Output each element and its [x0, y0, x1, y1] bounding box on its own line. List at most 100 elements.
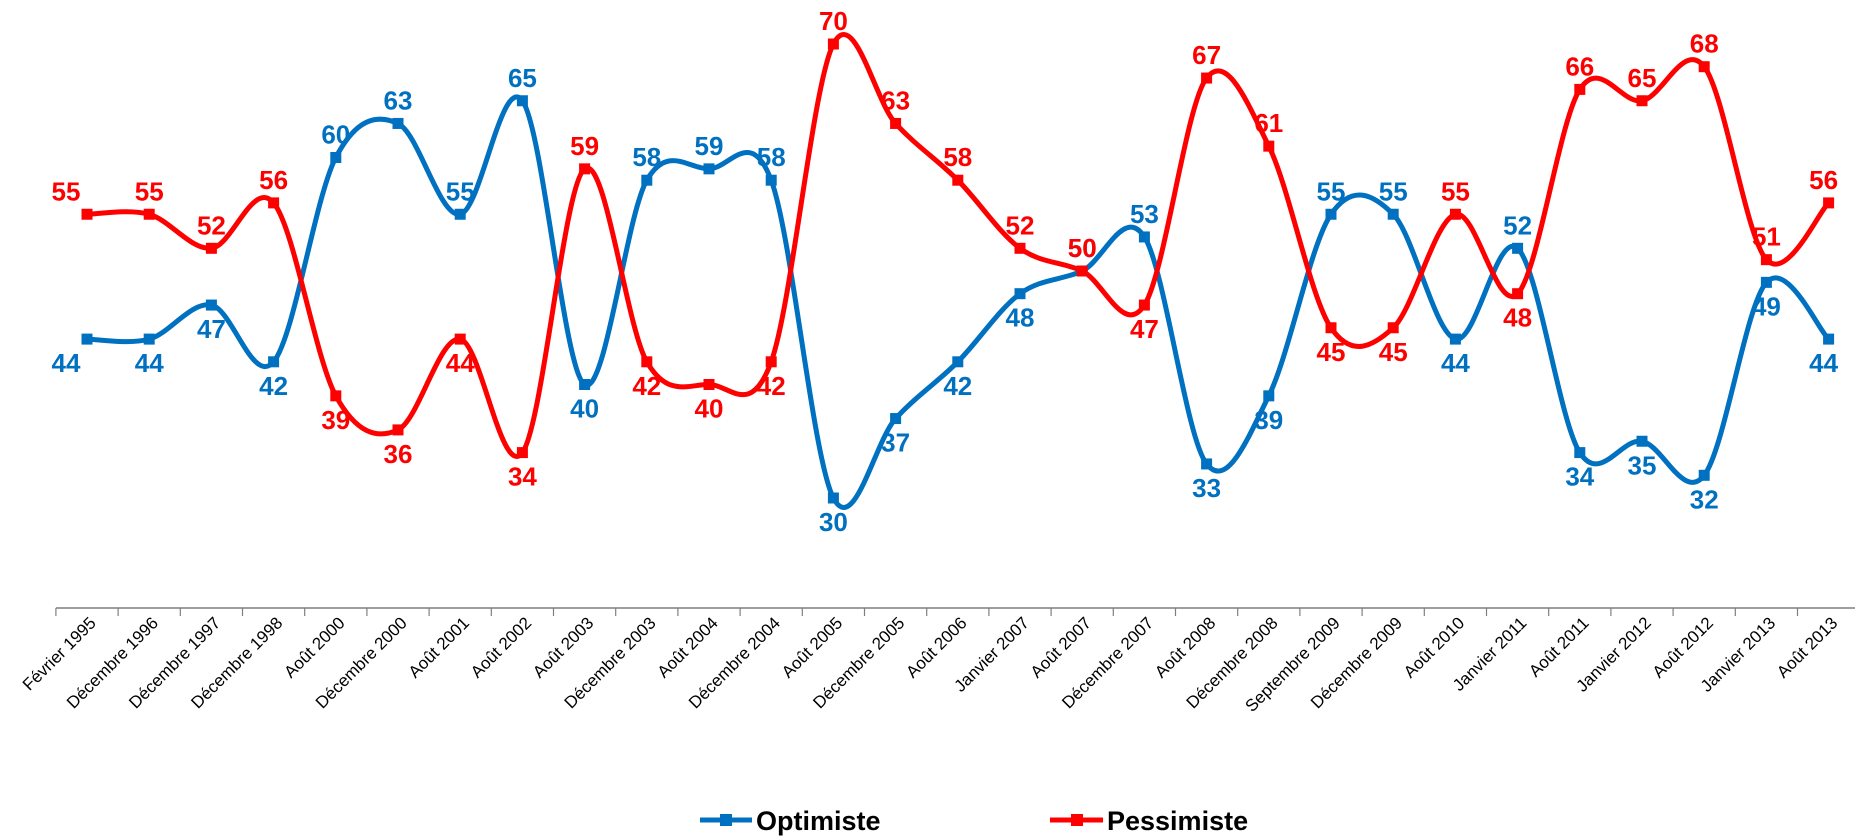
data-point-pessimiste — [1512, 288, 1524, 300]
data-point-pessimiste — [268, 197, 280, 209]
data-point-optimiste — [641, 174, 653, 186]
data-label-optimiste: 55 — [446, 176, 475, 206]
legend-item-pessimiste: Pessimiste — [1050, 806, 1248, 836]
data-point-pessimiste — [1014, 242, 1026, 254]
data-label-pessimiste: 55 — [52, 176, 81, 206]
data-label-optimiste: 47 — [197, 314, 226, 344]
data-label-pessimiste: 66 — [1565, 51, 1594, 81]
data-point-pessimiste — [1325, 322, 1337, 334]
data-point-pessimiste — [1138, 299, 1150, 311]
legend: Optimiste Pessimiste — [700, 806, 1248, 836]
data-label-pessimiste: 68 — [1690, 29, 1719, 59]
data-point-optimiste — [827, 492, 839, 504]
legend-marker-optimiste — [720, 814, 732, 826]
data-label-optimiste: 58 — [632, 142, 661, 172]
data-label-pessimiste: 44 — [446, 348, 475, 378]
data-point-pessimiste — [579, 163, 591, 175]
data-label-pessimiste: 65 — [1628, 63, 1657, 93]
data-point-pessimiste — [1076, 265, 1088, 277]
x-tick-label-aout-2001: Août 2001 — [405, 613, 473, 681]
data-label-optimiste: 42 — [259, 371, 288, 401]
data-label-pessimiste: 70 — [819, 6, 848, 36]
data-point-pessimiste — [1387, 322, 1399, 334]
data-label-pessimiste: 42 — [757, 371, 786, 401]
data-label-optimiste: 37 — [881, 428, 910, 458]
series-line-optimiste — [86, 94, 1831, 510]
legend-label-optimiste: Optimiste — [756, 806, 881, 836]
data-point-pessimiste — [330, 390, 342, 402]
data-label-optimiste: 35 — [1628, 450, 1657, 480]
data-point-optimiste — [703, 163, 715, 175]
data-point-optimiste — [890, 413, 902, 425]
data-point-pessimiste — [641, 356, 653, 368]
data-label-pessimiste: 55 — [135, 176, 164, 206]
data-label-pessimiste: 40 — [695, 394, 724, 424]
data-point-optimiste — [1263, 390, 1275, 402]
data-point-optimiste — [1698, 469, 1710, 481]
data-label-pessimiste: 63 — [881, 85, 910, 115]
data-point-pessimiste — [81, 208, 93, 220]
data-label-pessimiste: 45 — [1379, 337, 1408, 367]
data-label-pessimiste: 59 — [570, 131, 599, 161]
data-point-pessimiste — [1201, 72, 1213, 84]
data-label-pessimiste: 48 — [1503, 303, 1532, 333]
data-point-pessimiste — [1823, 197, 1835, 209]
data-point-pessimiste — [952, 174, 964, 186]
data-point-optimiste — [1574, 447, 1586, 459]
data-point-pessimiste — [143, 208, 155, 220]
data-label-pessimiste: 45 — [1317, 337, 1346, 367]
data-label-pessimiste: 50 — [1068, 233, 1097, 263]
data-label-pessimiste: 61 — [1254, 108, 1283, 138]
data-label-optimiste: 39 — [1254, 405, 1283, 435]
data-point-optimiste — [392, 117, 404, 129]
x-tick-label-aout-2013: Août 2013 — [1773, 613, 1841, 681]
data-label-optimiste: 48 — [1006, 303, 1035, 333]
data-point-optimiste — [1823, 333, 1835, 345]
data-label-pessimiste: 34 — [508, 462, 537, 492]
data-point-optimiste — [1138, 231, 1150, 243]
data-points — [81, 38, 1835, 504]
data-label-optimiste: 40 — [570, 394, 599, 424]
data-point-optimiste — [1325, 208, 1337, 220]
data-label-pessimiste: 56 — [259, 165, 288, 195]
data-point-pessimiste — [205, 242, 217, 254]
data-label-optimiste: 53 — [1130, 199, 1159, 229]
data-point-optimiste — [454, 208, 466, 220]
data-label-pessimiste: 67 — [1192, 40, 1221, 70]
data-label-optimiste: 60 — [321, 120, 350, 150]
data-point-pessimiste — [1263, 140, 1275, 152]
data-label-pessimiste: 58 — [943, 142, 972, 172]
data-label-optimiste: 44 — [1441, 348, 1470, 378]
data-point-optimiste — [952, 356, 964, 368]
data-point-optimiste — [1387, 208, 1399, 220]
legend-label-pessimiste: Pessimiste — [1107, 806, 1248, 836]
data-point-optimiste — [1636, 435, 1648, 447]
data-label-pessimiste: 52 — [1006, 210, 1035, 240]
data-label-optimiste: 44 — [1809, 348, 1838, 378]
data-label-pessimiste: 42 — [632, 371, 661, 401]
data-point-pessimiste — [454, 333, 466, 345]
legend-marker-pessimiste — [1071, 814, 1083, 826]
x-tick-label-aout-2011: Août 2011 — [1525, 613, 1592, 680]
data-label-optimiste: 55 — [1317, 176, 1346, 206]
data-label-pessimiste: 55 — [1441, 176, 1470, 206]
data-point-optimiste — [205, 299, 217, 311]
data-point-pessimiste — [1760, 254, 1772, 266]
data-label-optimiste: 50 — [1068, 233, 1097, 263]
data-point-pessimiste — [516, 447, 528, 459]
data-label-pessimiste: 51 — [1752, 222, 1781, 252]
data-point-optimiste — [268, 356, 280, 368]
data-label-optimiste: 65 — [508, 63, 537, 93]
data-point-optimiste — [330, 152, 342, 163]
data-label-pessimiste: 56 — [1809, 165, 1838, 195]
legend-item-optimiste: Optimiste — [700, 806, 881, 836]
data-point-optimiste — [516, 95, 528, 107]
data-point-optimiste — [1014, 288, 1026, 300]
data-point-pessimiste — [703, 379, 715, 390]
data-point-pessimiste — [1698, 61, 1710, 73]
series-lines — [86, 32, 1831, 510]
data-point-optimiste — [81, 333, 93, 345]
data-point-optimiste — [1449, 333, 1461, 345]
data-label-pessimiste: 52 — [197, 210, 226, 240]
